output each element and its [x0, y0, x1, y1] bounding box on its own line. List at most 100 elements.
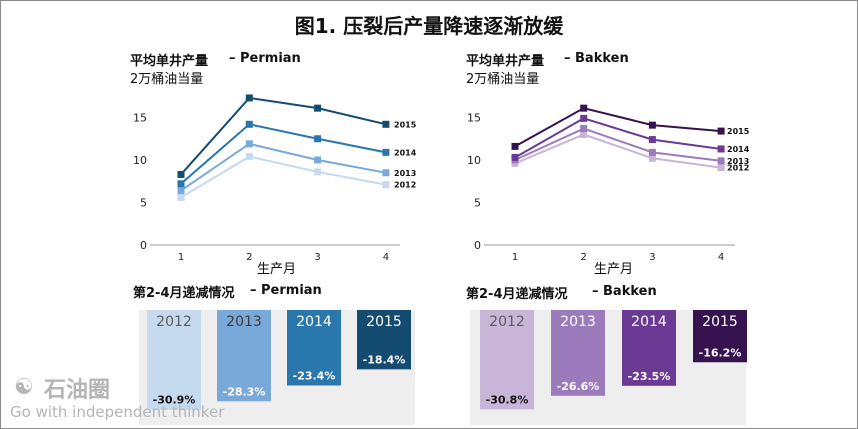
permian-x-tick-label: 4: [383, 252, 389, 263]
bakken-x-axis-title: 生产月: [594, 262, 634, 277]
bakken-point-2013: [580, 125, 588, 133]
bakken-point-2013: [717, 157, 725, 165]
permian-series-line-2012: [180, 155, 387, 199]
figure-title: 图1. 压裂后产量降速逐渐放缓: [294, 14, 564, 38]
permian-bar-2015: [357, 310, 411, 370]
bakken-bar-2012: [480, 310, 534, 410]
permian-y-tick-label: 5: [140, 197, 147, 210]
permian-series-label-2014: 2014: [394, 148, 417, 157]
bakken-line-subject: – Bakken: [564, 51, 629, 66]
permian-series-line-2014: [180, 123, 387, 185]
permian-point-2012: [177, 193, 185, 201]
bakken-series-line-2014: [514, 117, 722, 159]
bakken-y-unit: 2万桶油当量: [466, 72, 540, 87]
bakken-point-2014: [511, 153, 519, 161]
permian-point-2015: [177, 170, 185, 178]
permian-bar-value-label: -30.9%: [153, 394, 196, 407]
bakken-bar-subject: – Bakken: [592, 284, 657, 299]
bakken-y-tick-label: 5: [474, 197, 481, 210]
bakken-point-2012: [648, 154, 656, 162]
permian-series-label-2012: 2012: [394, 181, 416, 190]
bakken-series-label-2014: 2014: [727, 145, 750, 154]
permian-bar-value-label: -28.3%: [223, 385, 266, 398]
permian-bar-2012: [147, 310, 201, 410]
bakken-bar-value-label: -23.5%: [628, 370, 671, 383]
permian-point-2013: [177, 187, 185, 195]
bakken-y-tick-label: 10: [467, 154, 481, 167]
permian-bar-category-label: 2012: [156, 314, 192, 330]
bakken-bar-value-label: -30.8%: [486, 393, 529, 406]
permian-point-2015: [314, 104, 322, 112]
bakken-series-line-2013: [514, 127, 722, 162]
bakken-x-tick-label: 2: [581, 252, 587, 263]
permian-bar-value-label: -23.4%: [293, 369, 336, 382]
permian-y-unit: 2万桶油当量: [130, 72, 204, 87]
bakken-bar-category-label: 2015: [702, 314, 738, 330]
permian-x-axis-title: 生产月: [257, 262, 297, 277]
bakken-bar-category-label: 2014: [631, 314, 667, 330]
permian-bar-subject: – Permian: [250, 283, 322, 298]
watermark-brand: 石油圈: [44, 378, 111, 403]
permian-point-2014: [245, 120, 253, 128]
permian-bar-2014: [287, 310, 341, 386]
permian-series-line-2015: [180, 96, 387, 176]
permian-point-2014: [314, 135, 322, 143]
permian-bar-category-label: 2015: [366, 314, 402, 330]
bakken-x-tick-label: 4: [718, 252, 724, 263]
bakken-bar-category-label: 2012: [489, 314, 525, 330]
bakken-series-label-2013: 2013: [727, 157, 749, 166]
permian-bar-category-label: 2013: [226, 314, 262, 330]
permian-point-2015: [245, 94, 253, 102]
permian-x-tick-label: 1: [178, 252, 184, 263]
permian-point-2014: [177, 180, 185, 188]
permian-y-tick-label: 15: [133, 112, 147, 125]
bakken-series-line-2012: [514, 133, 722, 169]
bakken-y-tick-label: 0: [474, 239, 481, 252]
permian-y-tick-label: 0: [140, 239, 147, 252]
bakken-point-2015: [511, 142, 519, 150]
permian-series-line-2013: [180, 142, 387, 192]
watermark-logo-icon: ☯: [14, 375, 34, 400]
permian-point-2013: [314, 156, 322, 164]
permian-point-2014: [382, 148, 390, 156]
bakken-point-2012: [580, 131, 588, 138]
bakken-bar-value-label: -16.2%: [699, 346, 742, 359]
bakken-point-2012: [717, 164, 725, 172]
bakken-x-tick-label: 1: [512, 252, 518, 263]
bakken-bar-heading: 第2-4月递减情况: [466, 287, 568, 302]
permian-x-tick-label: 3: [314, 252, 320, 263]
bakken-point-2013: [648, 148, 656, 156]
bakken-series-label-2012: 2012: [727, 164, 749, 173]
permian-point-2013: [382, 169, 390, 177]
bakken-point-2015: [717, 127, 725, 135]
bakken-series-line-2015: [514, 107, 722, 148]
permian-point-2015: [382, 120, 390, 128]
bakken-point-2014: [717, 145, 725, 153]
bakken-bar-2015: [693, 310, 747, 363]
permian-y-tick-label: 10: [133, 154, 147, 167]
bakken-point-2014: [580, 114, 588, 122]
bakken-bar-2014: [622, 310, 676, 386]
bakken-line-heading: 平均单井产量: [466, 54, 545, 69]
permian-point-2012: [245, 153, 253, 161]
permian-bar-heading: 第2-4月递减情况: [133, 286, 235, 301]
permian-bar-2013: [217, 310, 271, 402]
bakken-y-tick-label: 15: [467, 112, 481, 125]
bakken-point-2015: [580, 104, 588, 112]
permian-line-subject: – Permian: [229, 51, 301, 66]
bakken-bar-2013: [551, 310, 605, 396]
bakken-series-label-2015: 2015: [727, 127, 750, 136]
permian-point-2013: [245, 140, 253, 148]
bakken-point-2014: [648, 136, 656, 144]
permian-line-heading: 平均单井产量: [130, 54, 209, 69]
bakken-point-2015: [648, 121, 656, 129]
permian-bar-value-label: -18.4%: [363, 353, 406, 366]
bakken-bar-value-label: -26.6%: [557, 380, 600, 393]
bakken-x-tick-label: 3: [649, 252, 655, 263]
permian-point-2012: [382, 181, 390, 189]
permian-bar-category-label: 2014: [296, 314, 332, 330]
permian-point-2012: [314, 168, 322, 176]
permian-x-tick-label: 2: [246, 252, 252, 263]
bakken-bar-category-label: 2013: [560, 314, 596, 330]
